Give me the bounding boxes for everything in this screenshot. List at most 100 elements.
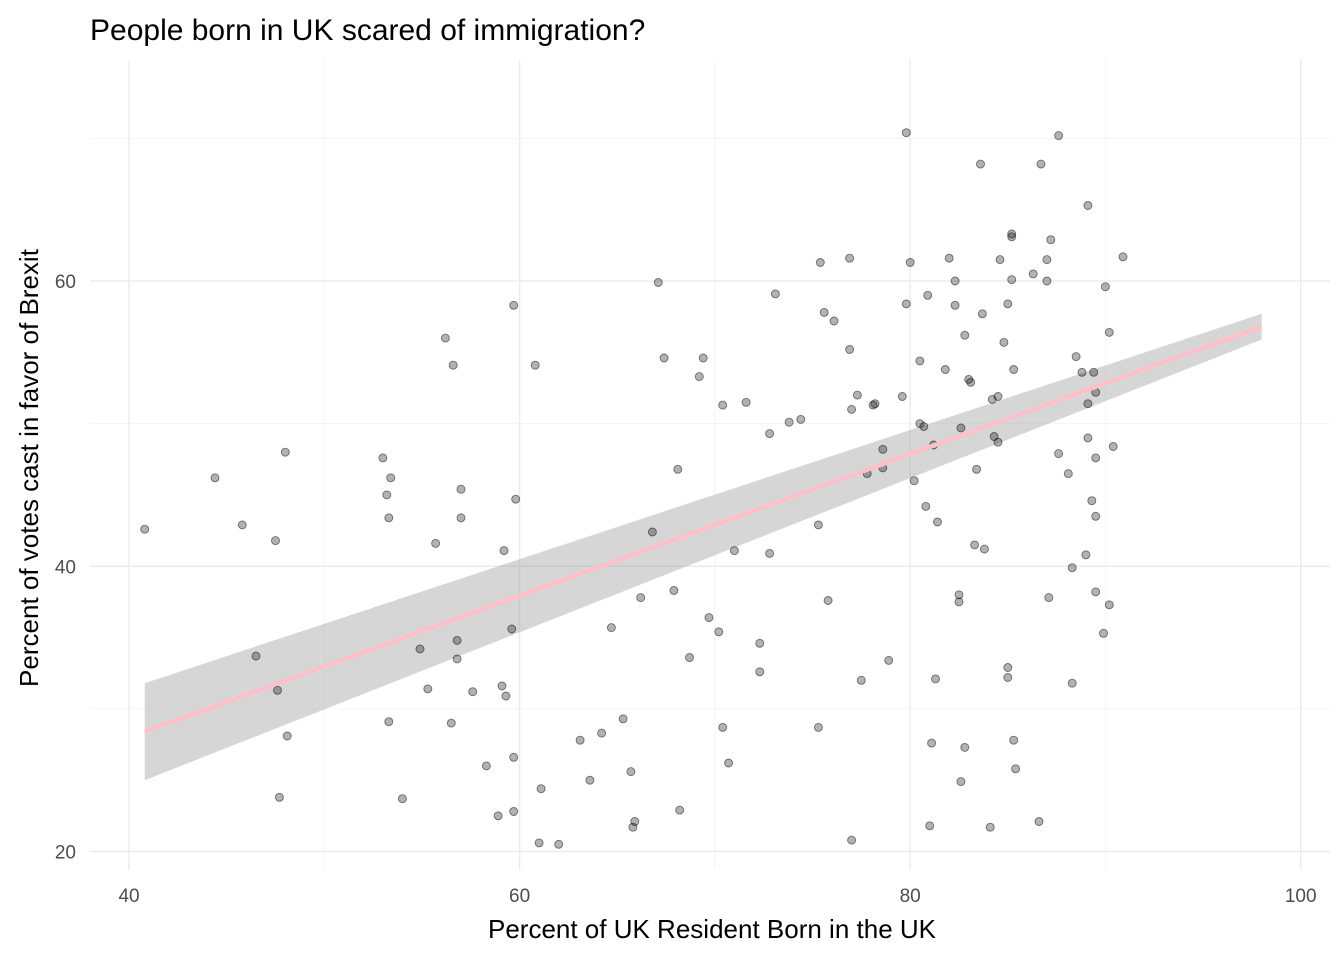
data-point xyxy=(630,817,640,826)
data-point xyxy=(397,794,407,804)
data-point xyxy=(685,653,694,662)
data-point xyxy=(819,307,829,317)
data-point xyxy=(452,654,462,664)
y-tick-label: 20 xyxy=(55,842,76,863)
data-point xyxy=(1089,367,1099,377)
data-point xyxy=(931,674,940,684)
data-point xyxy=(714,627,724,637)
data-point xyxy=(210,473,220,483)
data-point xyxy=(273,685,282,695)
data-point xyxy=(636,593,646,603)
data-point xyxy=(796,414,806,424)
data-point xyxy=(927,738,937,748)
data-point xyxy=(280,447,290,457)
data-point xyxy=(823,596,833,605)
data-point xyxy=(1091,511,1101,521)
data-point xyxy=(729,546,739,556)
x-tick-label: 40 xyxy=(118,886,139,907)
data-point xyxy=(431,538,441,548)
data-point xyxy=(993,392,1003,401)
data-point xyxy=(534,838,544,848)
data-point xyxy=(415,644,425,654)
data-point xyxy=(845,345,855,354)
data-point xyxy=(909,476,919,486)
data-point xyxy=(847,404,857,414)
x-tick-label: 60 xyxy=(509,886,530,907)
data-point xyxy=(999,337,1009,347)
data-point xyxy=(698,353,708,363)
data-point xyxy=(960,330,970,340)
data-point xyxy=(954,597,964,607)
x-tick-label: 100 xyxy=(1285,886,1317,907)
data-point xyxy=(1028,269,1038,279)
data-point xyxy=(509,300,519,310)
data-point xyxy=(1071,352,1081,362)
data-point xyxy=(919,422,929,431)
data-point xyxy=(1036,159,1046,169)
data-point xyxy=(1087,496,1097,506)
data-point xyxy=(675,805,685,815)
data-point xyxy=(530,360,540,370)
data-point xyxy=(1063,469,1073,479)
data-point xyxy=(382,490,392,500)
data-point xyxy=(509,807,519,816)
data-point xyxy=(384,513,394,523)
y-tick-label: 60 xyxy=(55,272,76,293)
data-point xyxy=(950,300,960,310)
data-point xyxy=(979,544,989,554)
data-point xyxy=(481,761,491,771)
data-point xyxy=(626,767,636,777)
data-point xyxy=(989,432,999,441)
data-point xyxy=(384,717,394,727)
y-tick-label: 40 xyxy=(55,557,76,578)
x-axis-label: Percent of UK Resident Born in the UK xyxy=(488,914,937,944)
grid xyxy=(90,60,1330,870)
data-point xyxy=(1007,232,1017,242)
data-point xyxy=(554,839,564,849)
data-point xyxy=(597,728,607,738)
data-point xyxy=(813,722,823,732)
data-point xyxy=(1091,587,1101,597)
data-point xyxy=(237,520,247,530)
confidence-ribbon xyxy=(144,313,1262,781)
data-point xyxy=(901,299,911,309)
data-point xyxy=(456,513,466,523)
data-point xyxy=(440,333,450,343)
data-point xyxy=(933,517,942,527)
data-point xyxy=(1003,299,1013,309)
data-point xyxy=(718,400,728,410)
data-point xyxy=(446,718,456,728)
data-point xyxy=(456,484,466,494)
data-point xyxy=(468,687,478,697)
data-point xyxy=(878,444,888,454)
data-point xyxy=(1009,735,1019,745)
data-point xyxy=(921,501,931,511)
data-point xyxy=(1118,252,1128,262)
data-point xyxy=(884,655,894,665)
data-point xyxy=(813,520,823,530)
data-point xyxy=(1083,433,1093,443)
data-point xyxy=(755,667,765,677)
data-point xyxy=(1054,449,1064,459)
data-point xyxy=(1011,764,1021,774)
data-point xyxy=(386,473,396,483)
data-point xyxy=(784,417,794,427)
data-point xyxy=(140,524,150,534)
data-point xyxy=(770,289,780,299)
data-point xyxy=(1083,399,1093,409)
data-point xyxy=(1104,600,1114,610)
data-point xyxy=(501,691,511,701)
data-points xyxy=(140,128,1128,849)
data-point xyxy=(509,752,519,762)
data-point xyxy=(1003,673,1013,682)
data-point xyxy=(915,356,925,366)
data-point xyxy=(282,731,292,741)
data-point xyxy=(856,675,866,685)
data-point xyxy=(647,527,657,537)
data-point xyxy=(847,835,857,845)
data-point xyxy=(452,635,462,645)
data-point xyxy=(870,399,880,409)
data-point xyxy=(995,255,1005,265)
data-point xyxy=(970,540,980,550)
